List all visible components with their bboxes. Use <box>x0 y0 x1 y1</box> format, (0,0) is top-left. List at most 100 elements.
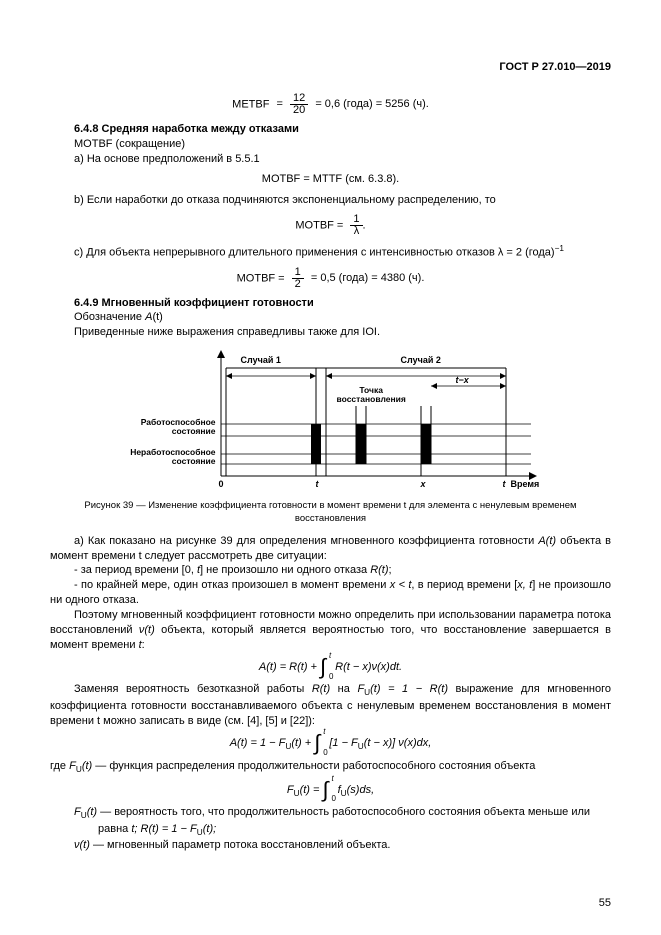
text: где <box>50 760 69 772</box>
eq-lhs: MOTBF = <box>295 219 343 231</box>
equation-fu: FU(t) = t ∫ 0 fU(s)ds, <box>50 781 611 799</box>
section-title: 6.4.9 Мгновенный коэффициент готовности <box>74 297 314 309</box>
integral: t ∫ 0 <box>314 734 320 752</box>
var: R(t) <box>312 683 330 695</box>
doc-header: ГОСТ Р 27.010—2019 <box>50 60 611 75</box>
eq-tail: = 0,6 (года) = 5256 (ч). <box>315 98 429 110</box>
integral: t ∫ 0 <box>323 781 329 799</box>
integral: t ∫ 0 <box>320 658 326 676</box>
bullet: - по крайней мере, один отказ произошел … <box>50 578 611 608</box>
var: (t) <box>87 806 97 818</box>
line: MOTBF (сокращение) <box>50 137 611 152</box>
fraction: 1 λ <box>350 214 362 237</box>
text: ; <box>389 564 392 576</box>
integrand: R(t − x)ν(x)dt. <box>335 661 402 673</box>
equation-at: A(t) = R(t) + t ∫ 0 R(t − x)ν(x)dt. <box>50 658 611 676</box>
figure-caption: Рисунок 39 — Изменение коэффициента гото… <box>50 500 611 526</box>
equation: MOTBF = MTTF (см. 6.3.8). <box>50 172 611 187</box>
text: ; R(t) = 1 − F <box>134 823 196 835</box>
page: ГОСТ Р 27.010—2019 METBF = 12 20 = 0,6 (… <box>0 0 661 935</box>
text: : <box>142 639 145 651</box>
fraction: 1 2 <box>292 267 304 290</box>
axis-time: Время <box>511 478 540 490</box>
var: R(t) <box>370 564 388 576</box>
line: Приведенные ниже выражения справедливы т… <box>50 325 611 340</box>
section-title: 6.4.8 Средняя наработка между отказами <box>74 123 299 135</box>
axis-0: 0 <box>219 478 224 490</box>
axis-x: x <box>421 478 426 490</box>
text: (t); <box>203 823 216 835</box>
sup: −1 <box>555 244 564 253</box>
var: ν(t) <box>139 624 155 636</box>
var: F <box>74 806 81 818</box>
upper-bound: t <box>332 774 334 785</box>
definition: FU(t) — вероятность того, что продолжите… <box>74 805 611 838</box>
paragraph: Заменяя вероятность безотказной работы R… <box>50 682 611 728</box>
label-case2: Случай 2 <box>401 354 441 366</box>
var: (t) = 1 − R(t) <box>370 683 448 695</box>
equation-metbf: METBF = 12 20 = 0,6 (года) = 5256 (ч). <box>50 93 611 116</box>
var: A(t) <box>538 535 556 547</box>
line: a) На основе предположений в 5.5.1 <box>50 152 611 167</box>
text: - по крайней мере, один отказ произошел … <box>74 579 390 591</box>
integral-symbol: ∫ <box>323 781 329 799</box>
eq-op: = <box>277 98 283 110</box>
text: Заменяя вероятность безотказной работы <box>74 683 312 695</box>
label-state-up: Работоспособное состояние <box>111 418 216 437</box>
label-case1: Случай 1 <box>241 354 281 366</box>
eq-lhs: MOTBF = <box>237 272 285 284</box>
integral-symbol: ∫ <box>320 658 326 676</box>
text: (t) <box>152 311 162 323</box>
denominator: 20 <box>290 105 308 116</box>
figure-39: Случай 1 Случай 2 Точка восстановления t… <box>111 346 551 496</box>
eq-lhs: A(t) = R(t) + <box>259 661 320 673</box>
text: (t − x)] ν(x)dx, <box>364 737 432 749</box>
eq-lhs: METBF <box>232 98 269 110</box>
page-number: 55 <box>599 896 611 911</box>
text: на <box>330 683 357 695</box>
text: — мгновенный параметр потока восстановле… <box>90 839 391 851</box>
denominator: λ <box>350 226 362 237</box>
lower-bound: 0 <box>323 748 327 759</box>
label-restore: Точка восстановления <box>337 386 406 405</box>
line: c) Для объекта непрерывного длительного … <box>50 243 611 261</box>
var: F <box>69 760 76 772</box>
var: F <box>287 784 294 796</box>
denominator: 2 <box>292 279 304 290</box>
var: x, t <box>517 579 532 591</box>
lower-bound: 0 <box>332 794 336 805</box>
axis-t1: t <box>316 478 319 490</box>
upper-bound: t <box>329 651 331 662</box>
upper-bound: t <box>323 727 325 738</box>
paragraph: a) Как показано на рисунке 39 для опреде… <box>50 534 611 564</box>
text: c) Для объекта непрерывного длительного … <box>74 247 555 259</box>
bullet: - за период времени [0, t] не произошло … <box>50 563 611 578</box>
text: a) Как показано на рисунке 39 для опреде… <box>74 535 538 547</box>
eq-lhs: A(t) = 1 − F <box>230 737 286 749</box>
line: b) Если наработки до отказа подчиняются … <box>50 193 611 208</box>
label-tx: t−x <box>456 374 469 386</box>
equation-at2: A(t) = 1 − FU(t) + t ∫ 0 [1 − FU(t − x)]… <box>50 734 611 752</box>
definition: ν(t) — мгновенный параметр потока восста… <box>74 838 611 853</box>
eq-tail: = 0,5 (года) = 4380 (ч). <box>311 272 425 284</box>
text: — функция распределения продолжительност… <box>92 760 535 772</box>
fraction: 12 20 <box>290 93 308 116</box>
var: (t) = <box>300 784 323 796</box>
axis-t2: t <box>503 478 506 490</box>
numerator: 1 <box>292 267 304 279</box>
equation: MOTBF = 1 λ . <box>50 214 611 237</box>
line: Обозначение A(t) <box>50 310 611 325</box>
section-648: 6.4.8 Средняя наработка между отказами <box>50 122 611 137</box>
var: ν(t) <box>74 839 90 851</box>
line: где FU(t) — функция распределения продол… <box>50 759 611 775</box>
label-state-down: Неработоспособное состояние <box>111 448 216 467</box>
text: , в период времени [ <box>411 579 517 591</box>
text: Обозначение <box>74 311 145 323</box>
paragraph: Поэтому мгновенный коэффициент готовност… <box>50 608 611 653</box>
equation: MOTBF = 1 2 = 0,5 (года) = 4380 (ч). <box>50 267 611 290</box>
text: ] не произошло ни одного отказа <box>200 564 370 576</box>
var: (t) <box>82 760 92 772</box>
integral-symbol: ∫ <box>314 734 320 752</box>
lower-bound: 0 <box>329 672 333 683</box>
var: (s)ds, <box>347 784 375 796</box>
